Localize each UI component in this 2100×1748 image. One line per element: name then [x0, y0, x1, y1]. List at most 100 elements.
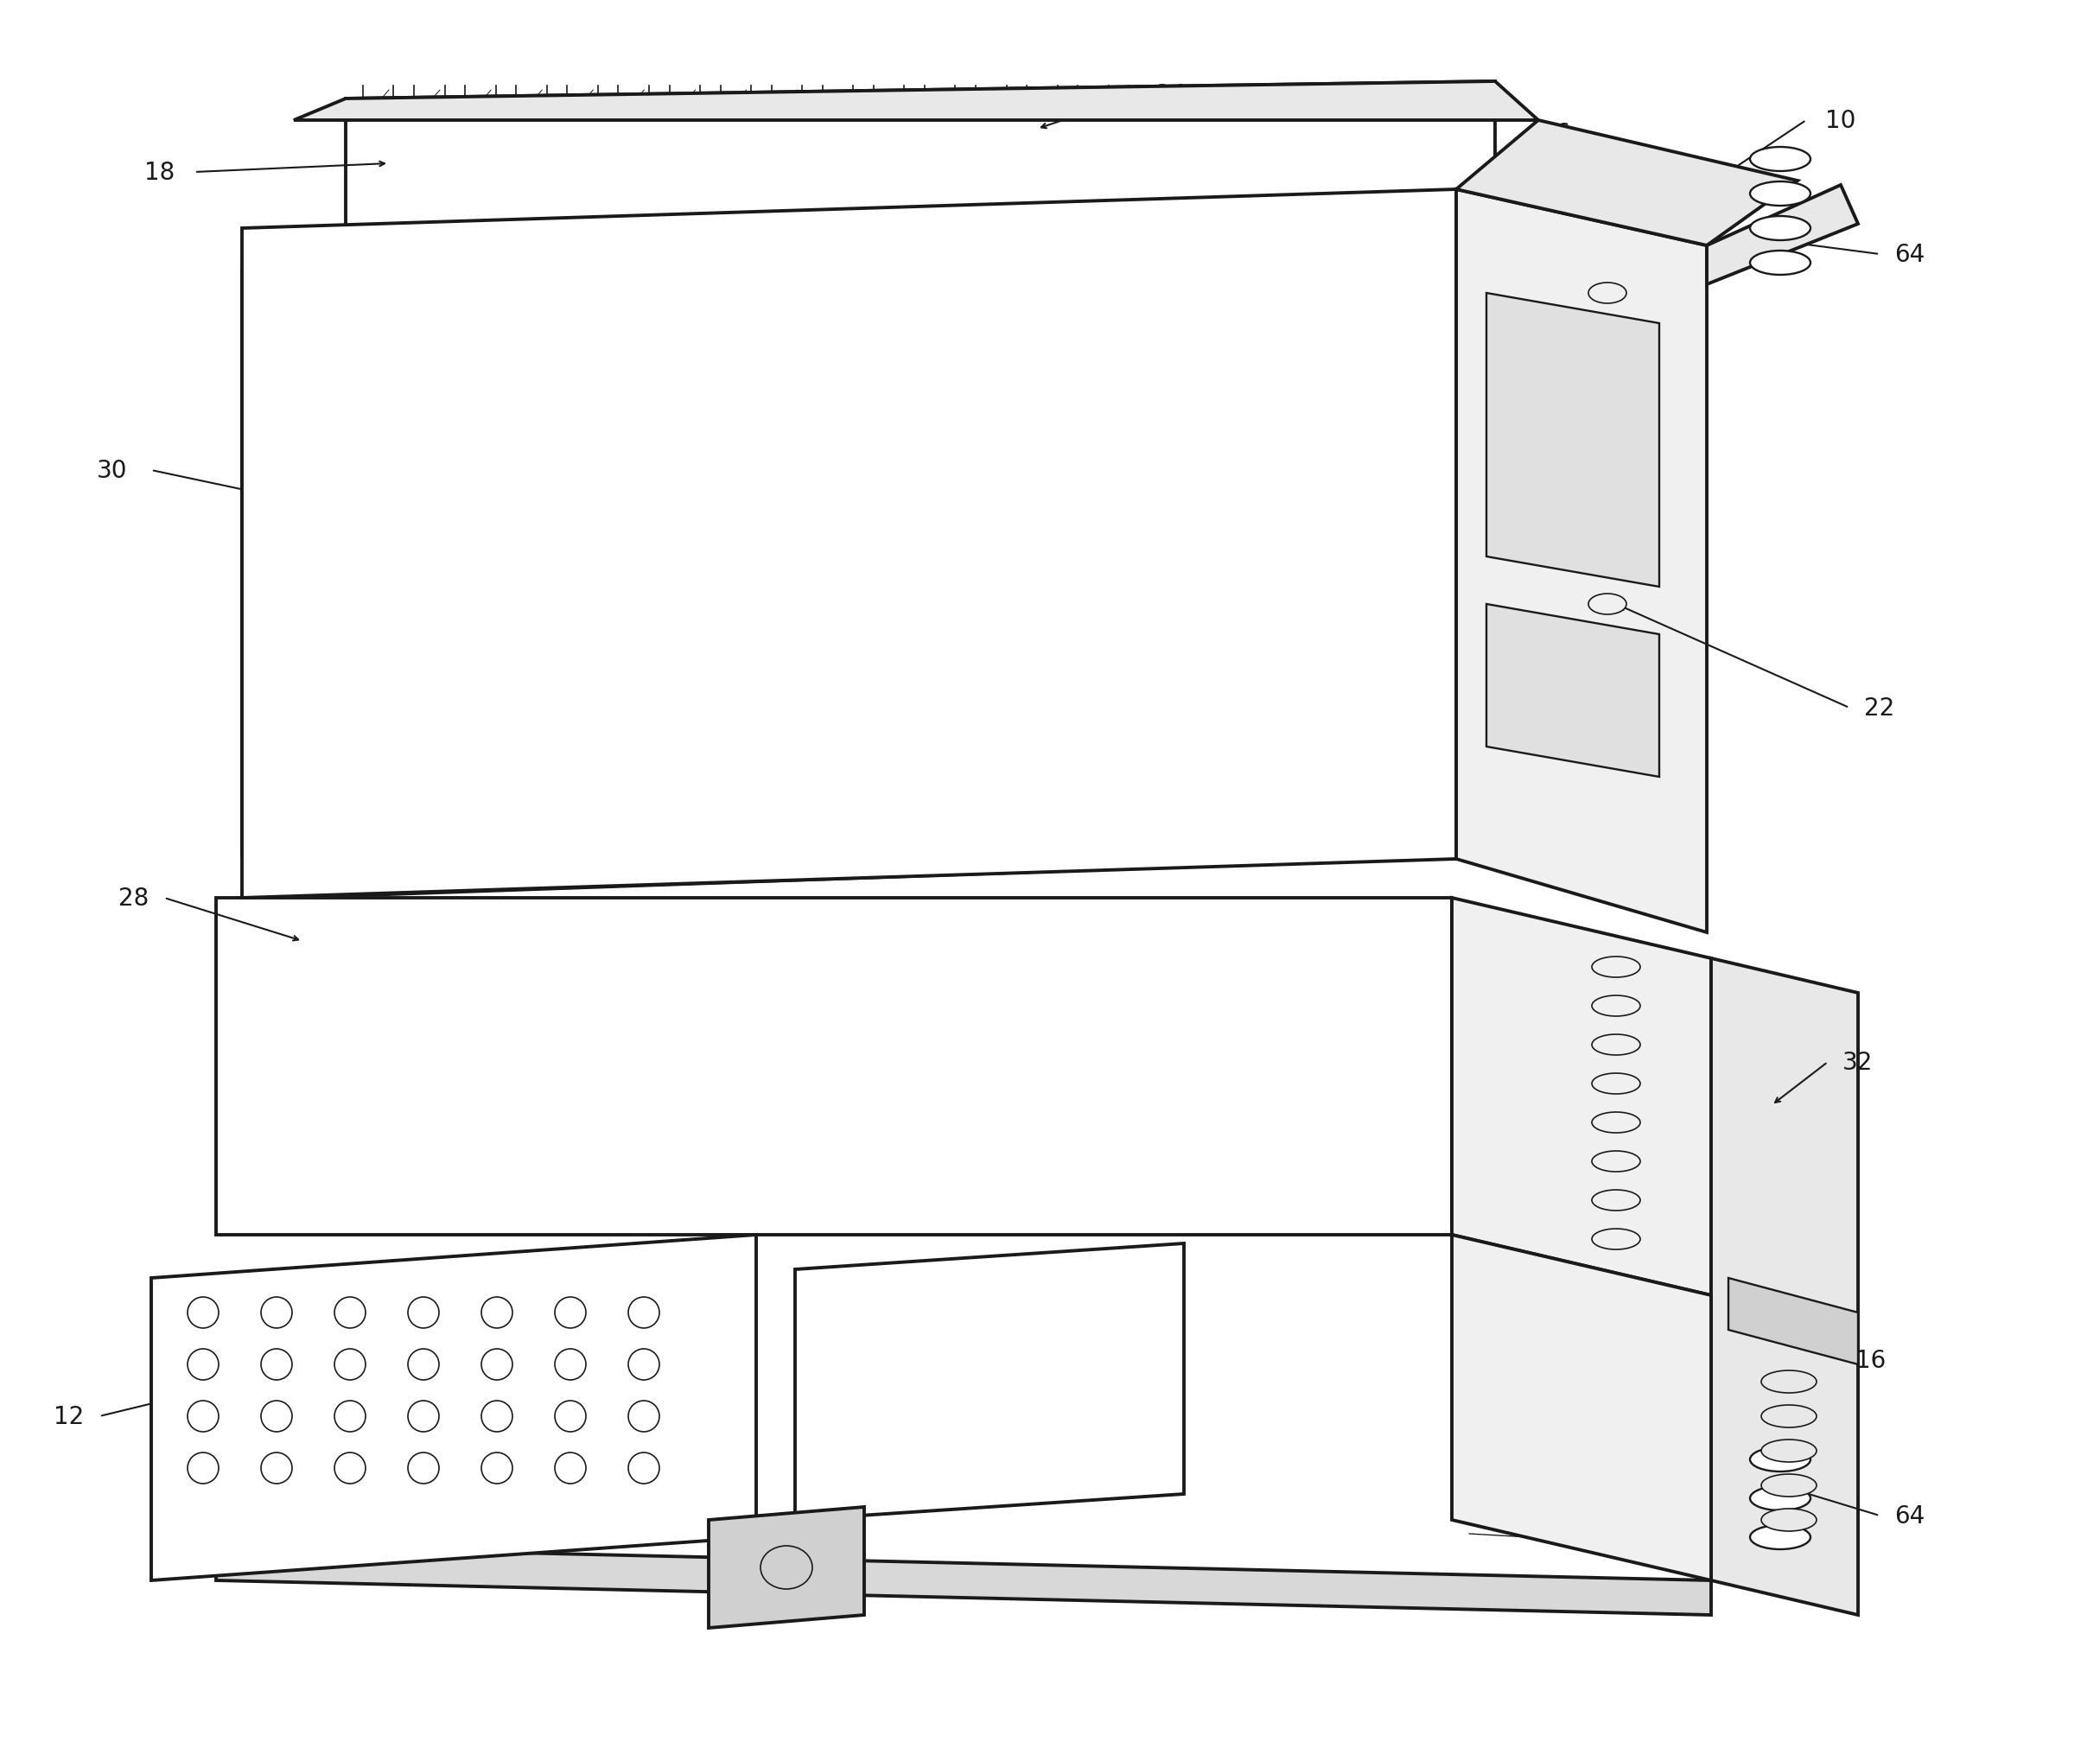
Ellipse shape: [1588, 647, 1625, 666]
Polygon shape: [1487, 605, 1659, 778]
Ellipse shape: [1592, 1035, 1640, 1056]
Ellipse shape: [554, 1297, 586, 1328]
Text: ACT: ACT: [760, 465, 792, 481]
Ellipse shape: [1592, 1229, 1640, 1250]
Text: /: /: [1084, 421, 1092, 442]
Text: 24: 24: [1155, 82, 1186, 107]
Ellipse shape: [1588, 336, 1625, 357]
Text: 26: 26: [1539, 122, 1571, 145]
Ellipse shape: [260, 1349, 292, 1381]
Ellipse shape: [554, 1453, 586, 1484]
Ellipse shape: [1014, 271, 1033, 290]
Ellipse shape: [1749, 1486, 1810, 1510]
Ellipse shape: [1749, 1526, 1810, 1549]
Polygon shape: [294, 82, 1539, 121]
Ellipse shape: [1592, 1190, 1640, 1211]
Ellipse shape: [1749, 182, 1810, 206]
Ellipse shape: [1762, 1370, 1816, 1393]
Polygon shape: [1711, 958, 1858, 1615]
Ellipse shape: [1588, 594, 1625, 615]
Ellipse shape: [334, 1453, 365, 1484]
Ellipse shape: [481, 1453, 512, 1484]
Polygon shape: [1707, 185, 1858, 285]
Ellipse shape: [1592, 1152, 1640, 1171]
Ellipse shape: [1592, 956, 1640, 977]
Polygon shape: [708, 1507, 865, 1627]
Ellipse shape: [319, 572, 363, 603]
Ellipse shape: [187, 1297, 218, 1328]
Polygon shape: [1728, 1278, 1858, 1365]
Ellipse shape: [1021, 418, 1054, 442]
Ellipse shape: [628, 1349, 659, 1381]
Ellipse shape: [260, 1400, 292, 1432]
Ellipse shape: [1762, 1509, 1816, 1531]
Ellipse shape: [319, 416, 363, 447]
Ellipse shape: [481, 1297, 512, 1328]
Ellipse shape: [260, 1297, 292, 1328]
Ellipse shape: [554, 1349, 586, 1381]
Ellipse shape: [407, 1453, 439, 1484]
Polygon shape: [1451, 898, 1711, 1295]
Ellipse shape: [481, 1400, 512, 1432]
Ellipse shape: [481, 1349, 512, 1381]
Ellipse shape: [1762, 1440, 1816, 1461]
Text: 18: 18: [145, 161, 174, 185]
Ellipse shape: [334, 1349, 365, 1381]
Text: RX: RX: [388, 500, 414, 516]
Ellipse shape: [1588, 283, 1625, 304]
Polygon shape: [346, 82, 1495, 259]
Ellipse shape: [187, 1400, 218, 1432]
Text: 16: 16: [1856, 1348, 1886, 1372]
Polygon shape: [216, 898, 1451, 1236]
Polygon shape: [1451, 1236, 1711, 1580]
Ellipse shape: [628, 1297, 659, 1328]
Text: TX: TX: [388, 421, 412, 439]
Ellipse shape: [1588, 542, 1625, 563]
Text: 12: 12: [55, 1404, 84, 1428]
Polygon shape: [1455, 191, 1707, 933]
Ellipse shape: [691, 460, 727, 486]
Ellipse shape: [691, 589, 727, 615]
Ellipse shape: [691, 418, 727, 442]
Ellipse shape: [1592, 1073, 1640, 1094]
Ellipse shape: [628, 1400, 659, 1432]
Polygon shape: [1455, 121, 1798, 246]
Ellipse shape: [1588, 491, 1625, 510]
Ellipse shape: [1592, 1112, 1640, 1133]
Text: LK/1O-100: LK/1O-100: [760, 423, 842, 437]
Ellipse shape: [1018, 573, 1056, 601]
Polygon shape: [151, 1236, 756, 1580]
Ellipse shape: [760, 1545, 813, 1589]
Text: ACT: ACT: [760, 594, 792, 610]
Ellipse shape: [1588, 439, 1625, 460]
Text: 2: 2: [668, 551, 680, 568]
Ellipse shape: [1588, 386, 1625, 407]
Text: 10: 10: [1825, 108, 1856, 133]
Ellipse shape: [187, 1349, 218, 1381]
Text: LINX150: LINX150: [424, 329, 504, 346]
Ellipse shape: [1749, 252, 1810, 276]
Text: RS-485: RS-485: [388, 577, 454, 594]
Ellipse shape: [187, 1453, 218, 1484]
Ellipse shape: [1592, 996, 1640, 1017]
Ellipse shape: [1749, 1447, 1810, 1472]
Text: LK/1O-100: LK/1O-100: [760, 552, 842, 568]
Ellipse shape: [554, 1400, 586, 1432]
Ellipse shape: [260, 1453, 292, 1484]
Ellipse shape: [407, 1349, 439, 1381]
Text: 64: 64: [1894, 1503, 1926, 1528]
Ellipse shape: [1762, 1405, 1816, 1428]
Ellipse shape: [334, 1400, 365, 1432]
Text: 30: 30: [97, 458, 128, 482]
Polygon shape: [216, 1545, 1711, 1615]
Ellipse shape: [1749, 147, 1810, 171]
Text: 22: 22: [1865, 696, 1894, 720]
Text: 28: 28: [120, 886, 149, 911]
Ellipse shape: [691, 547, 727, 573]
Ellipse shape: [628, 1453, 659, 1484]
Ellipse shape: [1762, 1474, 1816, 1496]
Ellipse shape: [407, 1400, 439, 1432]
Polygon shape: [241, 191, 1455, 898]
Text: 32: 32: [1842, 1051, 1873, 1075]
Polygon shape: [796, 1243, 1184, 1521]
